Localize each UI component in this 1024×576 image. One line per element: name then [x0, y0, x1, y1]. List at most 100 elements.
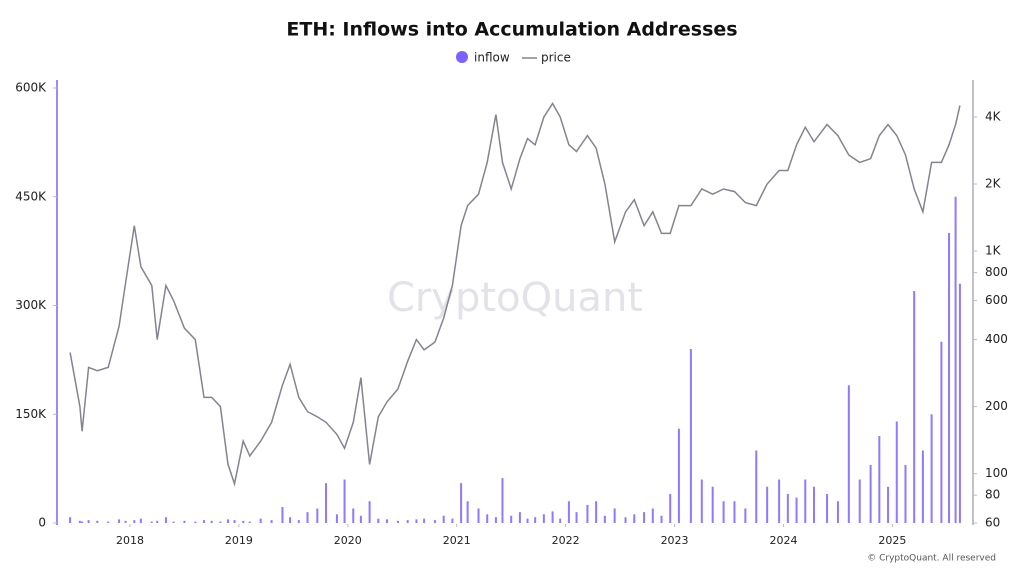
x-tick-label: 2025 — [878, 534, 906, 547]
y2-tick-label: 600 — [985, 293, 1008, 307]
y2-tick-label: 200 — [985, 399, 1008, 413]
bar — [156, 520, 159, 523]
bar — [921, 450, 924, 523]
bar — [954, 196, 957, 523]
bar — [603, 515, 606, 523]
bar — [567, 501, 570, 523]
bar — [826, 494, 829, 523]
bar — [711, 486, 714, 523]
y-tick-label: 300K — [15, 298, 47, 312]
bar — [270, 520, 273, 523]
y-tick-label: 0 — [38, 516, 46, 530]
y2-tick-label: 2K — [985, 177, 1002, 191]
bar — [423, 518, 426, 523]
bar — [219, 521, 222, 523]
footer: © CryptoQuant. All reserved — [867, 554, 996, 564]
bar — [575, 512, 578, 523]
y2-tick-label: 1K — [985, 244, 1002, 258]
bar — [887, 486, 890, 523]
y2-tick-label: 60 — [985, 516, 1000, 530]
bar — [466, 501, 469, 523]
y-tick-label: 150K — [15, 407, 47, 421]
bar — [386, 519, 389, 523]
bar — [669, 494, 672, 523]
x-tick-label: 2020 — [334, 534, 362, 547]
bar — [281, 507, 284, 523]
bar — [766, 486, 769, 523]
bar — [451, 518, 454, 523]
bar — [289, 517, 292, 523]
legend-label[interactable]: inflow — [474, 51, 510, 65]
bar — [442, 515, 445, 523]
bar — [534, 517, 537, 523]
y2-tick-label: 800 — [985, 265, 1008, 279]
bar — [494, 517, 497, 523]
bar — [613, 508, 616, 523]
bar — [368, 501, 371, 523]
bar — [352, 508, 355, 523]
bar — [248, 521, 251, 523]
bar — [325, 483, 328, 523]
chart-title: ETH: Inflows into Accumulation Addresses — [286, 19, 737, 41]
bar — [542, 514, 545, 523]
bar — [396, 520, 399, 523]
y2-tick-label: 4K — [985, 110, 1002, 124]
bar — [836, 501, 839, 523]
bar — [586, 504, 589, 523]
bar — [406, 520, 409, 523]
bar — [677, 428, 680, 523]
bar — [812, 486, 815, 523]
bar — [940, 341, 943, 523]
x-tick-label: 2018 — [116, 534, 144, 547]
bar — [377, 518, 380, 523]
bar — [242, 520, 245, 523]
y-tick-label: 450K — [15, 189, 47, 203]
bar — [633, 514, 636, 523]
bar — [227, 519, 230, 523]
bar — [96, 520, 99, 523]
bar — [183, 520, 186, 523]
x-tick-label: 2019 — [225, 534, 253, 547]
bar — [559, 518, 562, 523]
bar — [689, 349, 692, 523]
bar — [733, 501, 736, 523]
bar — [913, 291, 916, 523]
bar — [81, 521, 84, 523]
bar — [551, 511, 554, 523]
bar — [118, 519, 121, 523]
bar — [194, 521, 197, 523]
bar — [139, 518, 142, 523]
legend-label[interactable]: price — [541, 51, 571, 65]
bar — [203, 520, 206, 523]
bar — [107, 521, 110, 523]
y2-tick-label: 400 — [985, 332, 1008, 346]
legend-swatch — [456, 51, 468, 63]
x-tick-label: 2024 — [769, 534, 797, 547]
bar — [847, 385, 850, 523]
bar — [87, 520, 90, 523]
bar — [869, 465, 872, 523]
bar — [930, 414, 933, 523]
bar — [518, 512, 521, 523]
bar — [878, 436, 881, 523]
bar — [948, 233, 951, 523]
y2-tick-label: 80 — [985, 488, 1000, 502]
bar — [343, 479, 346, 523]
bar — [433, 520, 436, 523]
y2-tick-label: 100 — [985, 466, 1008, 480]
bar — [69, 517, 72, 523]
bar — [755, 450, 758, 523]
bar — [133, 520, 136, 523]
bar — [744, 508, 747, 523]
bar — [700, 479, 703, 523]
bar — [415, 519, 418, 523]
bar — [651, 508, 654, 523]
bar — [804, 479, 807, 523]
bar — [172, 521, 175, 523]
x-tick-label: 2023 — [661, 534, 689, 547]
bar — [486, 514, 489, 523]
bar — [359, 515, 362, 523]
bar — [460, 483, 463, 523]
bar — [335, 514, 338, 523]
bar — [164, 517, 167, 523]
